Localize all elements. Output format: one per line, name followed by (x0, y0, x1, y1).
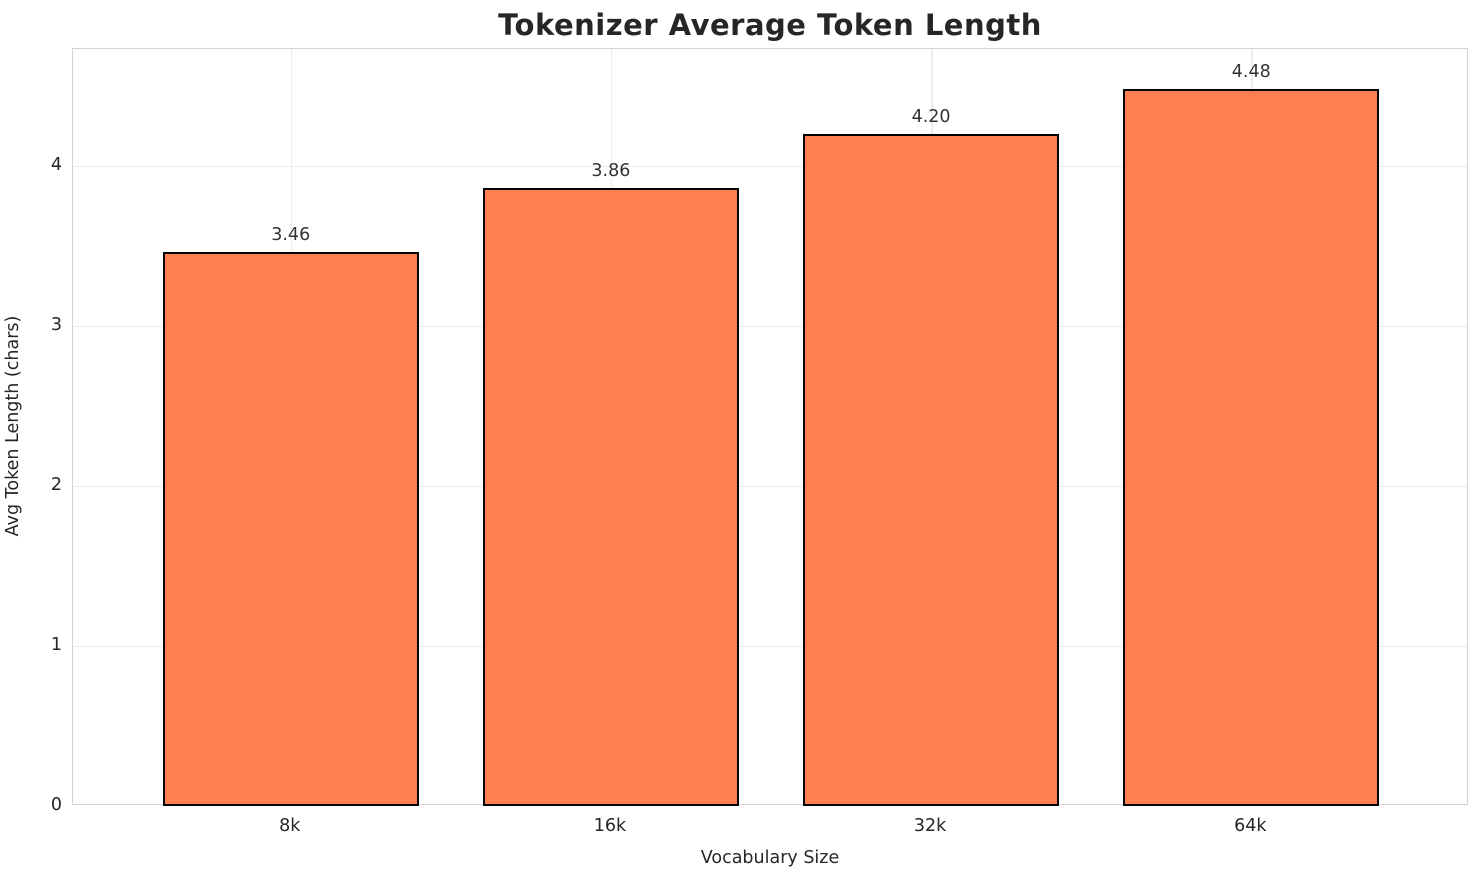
bar-64k (1123, 89, 1380, 806)
bar-value-label-64k: 4.48 (1231, 62, 1271, 82)
y-tick-label-1: 1 (50, 634, 62, 655)
y-tick-label-0: 0 (50, 795, 62, 815)
bar-value-label-16k: 3.86 (591, 161, 631, 182)
y-tick-label-4: 4 (50, 154, 62, 175)
x-tick-label-16k: 16k (593, 816, 627, 836)
y-tick-label-3: 3 (50, 314, 62, 335)
bar-16k (482, 188, 739, 806)
x-tick-label-8k: 8k (279, 816, 301, 836)
y-axis-title: Avg Token Length (chars) (3, 315, 23, 537)
chart-title: Tokenizer Average Token Length (498, 8, 1042, 42)
bar-8k (162, 252, 419, 806)
x-tick-label-32k: 32k (913, 816, 947, 836)
y-tick-label-2: 2 (50, 474, 62, 495)
bar-value-label-32k: 4.20 (911, 106, 951, 127)
plot-area: 3.46 3.86 4.20 4.48 (72, 48, 1468, 806)
gridline-horizontal (73, 325, 1467, 328)
bar-value-label-8k: 3.46 (271, 225, 311, 246)
gridline-horizontal (73, 645, 1467, 648)
x-axis-title: Vocabulary Size (700, 848, 840, 868)
bar-32k (803, 133, 1060, 806)
x-tick-label-64k: 64k (1234, 816, 1267, 836)
gridline-horizontal (73, 485, 1467, 488)
gridline-horizontal (73, 165, 1467, 168)
